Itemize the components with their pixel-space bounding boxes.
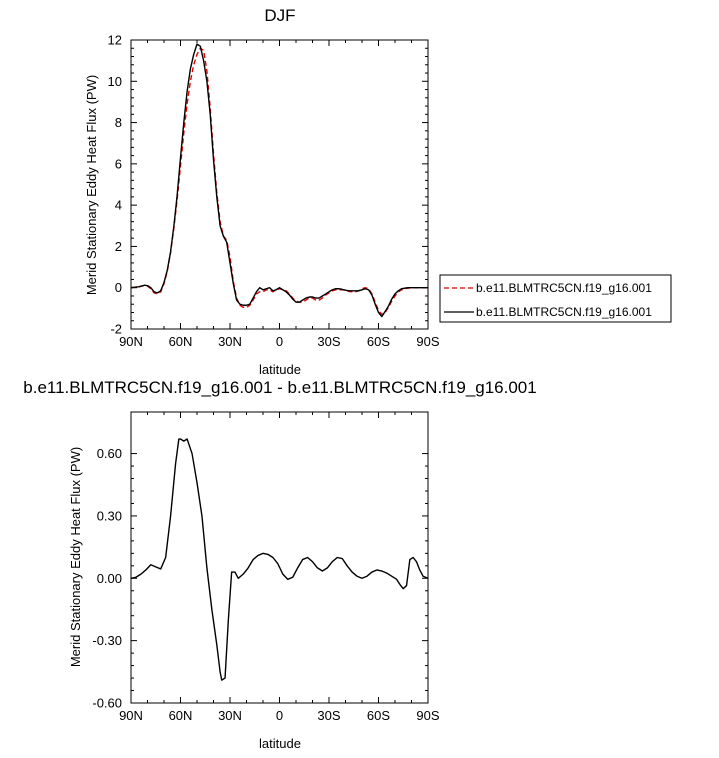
x-tick-label: 90N — [119, 708, 143, 723]
bottom-y-axis-title: Merid Stationary Eddy Heat Flux (PW) — [68, 447, 83, 667]
top-y-tick-labels: -2 0 2 4 6 8 10 12 — [108, 33, 122, 337]
y-tick-label: 4 — [115, 198, 122, 213]
top-chart: DJF -2 0 2 4 6 8 10 12 90N 60N 30N 0 30S 60S 90S lati… — [84, 6, 672, 377]
y-tick-label: 0.30 — [97, 508, 122, 523]
x-tick-label: 60N — [169, 334, 193, 349]
bottom-tick-marks — [130, 412, 429, 704]
y-tick-label: 6 — [115, 156, 122, 171]
bottom-y-tick-labels: -0.60 -0.30 0.00 0.30 0.60 — [92, 446, 122, 710]
y-tick-label: -2 — [110, 322, 122, 337]
x-tick-label: 0 — [276, 708, 283, 723]
legend-label-1: b.e11.BLMTRC5CN.f19_g16.001 — [476, 305, 652, 319]
x-tick-label: 0 — [276, 334, 283, 349]
x-tick-label: 90S — [416, 708, 439, 723]
bottom-x-axis-title: latitude — [259, 736, 301, 751]
x-tick-label: 30S — [317, 334, 340, 349]
top-x-axis-title: latitude — [259, 362, 301, 377]
x-tick-label: 90N — [119, 334, 143, 349]
legend-label-0: b.e11.BLMTRC5CN.f19_g16.001 — [476, 281, 652, 295]
y-tick-label: 0.00 — [97, 571, 122, 586]
top-x-tick-labels: 90N 60N 30N 0 30S 60S 90S — [119, 334, 440, 349]
x-tick-label: 60N — [169, 708, 193, 723]
x-tick-label: 30N — [218, 708, 242, 723]
x-tick-label: 30N — [218, 334, 242, 349]
y-tick-label: 8 — [115, 115, 122, 130]
y-tick-label: 0.60 — [97, 446, 122, 461]
top-series-lines — [130, 43, 428, 318]
legend-box — [439, 274, 672, 323]
series-line-0 — [130, 438, 429, 681]
y-tick-label: 12 — [108, 33, 122, 48]
y-tick-label: -0.60 — [92, 696, 122, 711]
series-line-1 — [130, 43, 428, 318]
top-plot-frame — [130, 39, 429, 330]
x-tick-label: 90S — [416, 334, 439, 349]
y-tick-label: -0.30 — [92, 633, 122, 648]
top-chart-title: DJF — [264, 6, 295, 25]
bottom-x-tick-labels: 90N 60N 30N 0 30S 60S 90S — [119, 708, 440, 723]
series-line-0 — [130, 47, 428, 316]
bottom-series-lines — [130, 438, 429, 681]
x-tick-label: 60S — [367, 334, 390, 349]
top-y-axis-title: Merid Stationary Eddy Heat Flux (PW) — [84, 75, 99, 295]
legend: b.e11.BLMTRC5CN.f19_g16.001 b.e11.BLMTRC… — [439, 274, 672, 323]
x-tick-label: 60S — [367, 708, 390, 723]
bottom-chart: b.e11.BLMTRC5CN.f19_g16.001 - b.e11.BLMT… — [23, 378, 536, 751]
y-tick-label: 0 — [115, 280, 122, 295]
y-tick-label: 10 — [108, 74, 122, 89]
bottom-plot-frame — [130, 411, 429, 704]
bottom-chart-title: b.e11.BLMTRC5CN.f19_g16.001 - b.e11.BLMT… — [23, 378, 536, 397]
x-tick-label: 30S — [317, 708, 340, 723]
top-tick-marks — [130, 39, 429, 330]
y-tick-label: 2 — [115, 239, 122, 254]
